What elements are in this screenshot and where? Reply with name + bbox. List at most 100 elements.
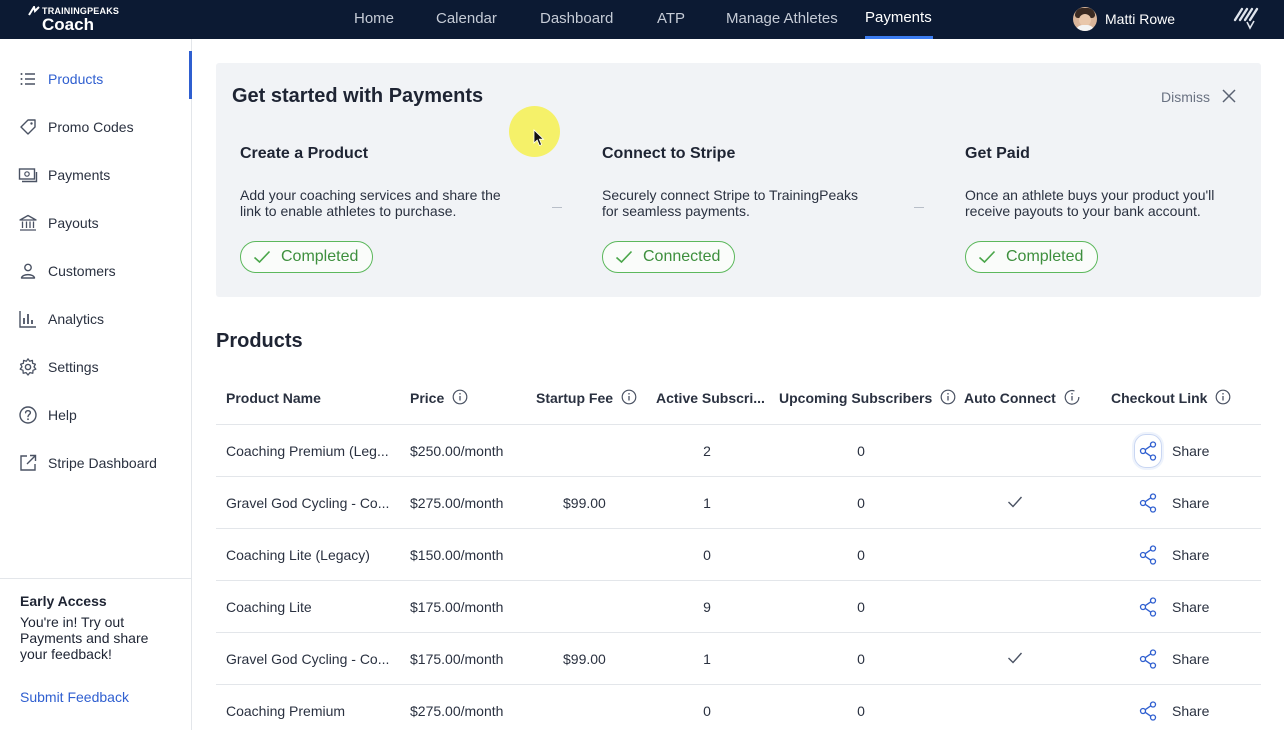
nav-payments[interactable]: Payments (865, 0, 933, 39)
sidebar-item-label: Products (48, 71, 104, 87)
sidebar-item-stripe-dashboard[interactable]: Stripe Dashboard (0, 443, 191, 483)
question-icon (19, 406, 37, 424)
upcoming-subscribers-cell: 0 (857, 703, 865, 719)
sidebar-item-analytics[interactable]: Analytics (0, 299, 191, 339)
share-icon-wrapper (1134, 538, 1162, 572)
product-name-cell[interactable]: Coaching Lite (226, 599, 312, 615)
table-row[interactable]: Coaching Premium (Leg... $250.00/month 2… (216, 425, 1261, 477)
table-row[interactable]: Coaching Premium $275.00/month 0 0 Share (216, 685, 1261, 730)
gear-icon (19, 358, 37, 376)
sidebar-item-promo-codes[interactable]: Promo Codes (0, 107, 191, 147)
step-get-paid: Get Paid Once an athlete buys your produ… (965, 145, 1255, 273)
share-icon-wrapper (1134, 434, 1162, 468)
trainingpeaks-logo[interactable]: TRAININGPEAKS Coach (28, 6, 119, 34)
sidebar-item-settings[interactable]: Settings (0, 347, 191, 387)
nav-home[interactable]: Home (354, 10, 395, 27)
column-header-checkout-link[interactable]: Checkout Link (1111, 388, 1231, 406)
status-badge-label: Connected (643, 248, 721, 265)
column-header-startup-fee[interactable]: Startup Fee (536, 388, 637, 406)
price-cell: $275.00/month (410, 495, 504, 511)
sidebar-item-label: Help (48, 407, 77, 423)
close-icon[interactable] (1221, 88, 1237, 104)
product-name-cell[interactable]: Coaching Premium (226, 703, 346, 719)
user-menu[interactable]: Matti Rowe (1073, 7, 1175, 31)
product-name-cell[interactable]: Coaching Premium (Leg... (226, 443, 389, 459)
nav-manage-athletes[interactable]: Manage Athletes (726, 10, 838, 27)
share-button[interactable]: Share (1134, 695, 1209, 727)
column-header-product-name[interactable]: Product Name (226, 390, 321, 406)
column-header-active-subscribers[interactable]: Active Subscri... (656, 390, 765, 406)
share-icon-wrapper (1134, 694, 1162, 728)
upcoming-subscribers-cell: 0 (857, 651, 865, 667)
table-row[interactable]: Coaching Lite (Legacy) $150.00/month 0 0… (216, 529, 1261, 581)
column-header-upcoming-subscribers[interactable]: Upcoming Subscribers (779, 388, 956, 406)
info-icon[interactable] (940, 389, 956, 405)
sidebar-item-payouts[interactable]: Payouts (0, 203, 191, 243)
step-title: Get Paid (965, 145, 1030, 162)
upcoming-subscribers-cell: 0 (857, 547, 865, 563)
person-icon (20, 263, 36, 279)
sidebar-item-help[interactable]: Help (0, 395, 191, 435)
price-cell: $175.00/month (410, 651, 504, 667)
sidebar-item-customers[interactable]: Customers (0, 251, 191, 291)
startup-fee-cell: $99.00 (563, 495, 606, 511)
share-label: Share (1172, 703, 1210, 719)
sidebar-item-label: Analytics (48, 311, 105, 327)
get-started-panel: Get started with Payments Dismiss Create… (216, 63, 1261, 297)
info-icon[interactable] (621, 389, 637, 405)
share-icon-wrapper (1134, 486, 1162, 520)
info-icon[interactable] (452, 389, 468, 405)
auto-connect-check-icon (1008, 652, 1023, 664)
product-name-cell[interactable]: Gravel God Cycling - Co... (226, 651, 390, 667)
column-header-price[interactable]: Price (410, 388, 468, 406)
dismiss-button[interactable]: Dismiss (1161, 89, 1210, 105)
checkmark-icon (253, 250, 271, 264)
top-navigation-bar: TRAININGPEAKS Coach Home Calendar Dashbo… (0, 0, 1284, 39)
price-cell: $250.00/month (410, 443, 504, 459)
column-header-auto-connect[interactable]: Auto Connect (964, 388, 1080, 406)
share-button[interactable]: Share (1134, 487, 1209, 519)
info-icon[interactable] (1215, 389, 1231, 405)
table-row[interactable]: Gravel God Cycling - Co... $275.00/month… (216, 477, 1261, 529)
table-row[interactable]: Gravel God Cycling - Co... $175.00/month… (216, 633, 1261, 685)
nav-dashboard[interactable]: Dashboard (540, 10, 614, 27)
nav-calendar[interactable]: Calendar (436, 10, 497, 27)
column-header-label: Upcoming Subscribers (779, 390, 933, 406)
bar-chart-icon (19, 311, 36, 328)
share-button[interactable]: Share (1134, 643, 1209, 675)
bank-icon (19, 214, 37, 231)
column-header-label: Active Subscri... (656, 390, 765, 406)
sidebar-item-label: Stripe Dashboard (48, 455, 157, 471)
submit-feedback-link[interactable]: Submit Feedback (20, 689, 129, 705)
step-separator (552, 207, 562, 208)
early-access-card: Early Access You're in! Try out Payments… (0, 578, 191, 730)
product-name-cell[interactable]: Gravel God Cycling - Co... (226, 495, 390, 511)
status-badge-label: Completed (281, 248, 359, 265)
nav-atp[interactable]: ATP (657, 10, 686, 27)
status-badge: Connected (602, 241, 736, 273)
share-button[interactable]: Share (1134, 591, 1209, 623)
table-row[interactable]: Coaching Lite $175.00/month 9 0 Share (216, 581, 1261, 633)
logo-bottom-text: Coach (42, 15, 94, 34)
sidebar: Products Promo Codes Payments Payouts (0, 39, 192, 730)
checkmark-icon (978, 250, 996, 264)
share-button[interactable]: Share (1134, 539, 1209, 571)
price-cell: $150.00/month (410, 547, 504, 563)
share-button[interactable]: Share (1134, 434, 1209, 468)
sidebar-item-label: Payments (48, 167, 111, 183)
sidebar-item-products[interactable]: Products (0, 51, 192, 99)
checkmark-icon (615, 250, 633, 264)
info-icon[interactable] (1064, 389, 1080, 405)
share-icon (1139, 701, 1157, 721)
share-label: Share (1172, 547, 1210, 563)
avatar (1073, 7, 1097, 31)
app-switcher-icon[interactable] (1233, 6, 1259, 30)
product-name-cell[interactable]: Coaching Lite (Legacy) (226, 547, 370, 563)
status-badge-label: Completed (1006, 248, 1084, 265)
sidebar-item-payments[interactable]: Payments (0, 155, 191, 195)
status-badge: Completed (240, 241, 374, 273)
auto-connect-check-icon (1008, 496, 1023, 508)
mouse-cursor-icon (533, 129, 545, 147)
step-description: Securely connect Stripe to TrainingPeaks… (602, 187, 859, 219)
